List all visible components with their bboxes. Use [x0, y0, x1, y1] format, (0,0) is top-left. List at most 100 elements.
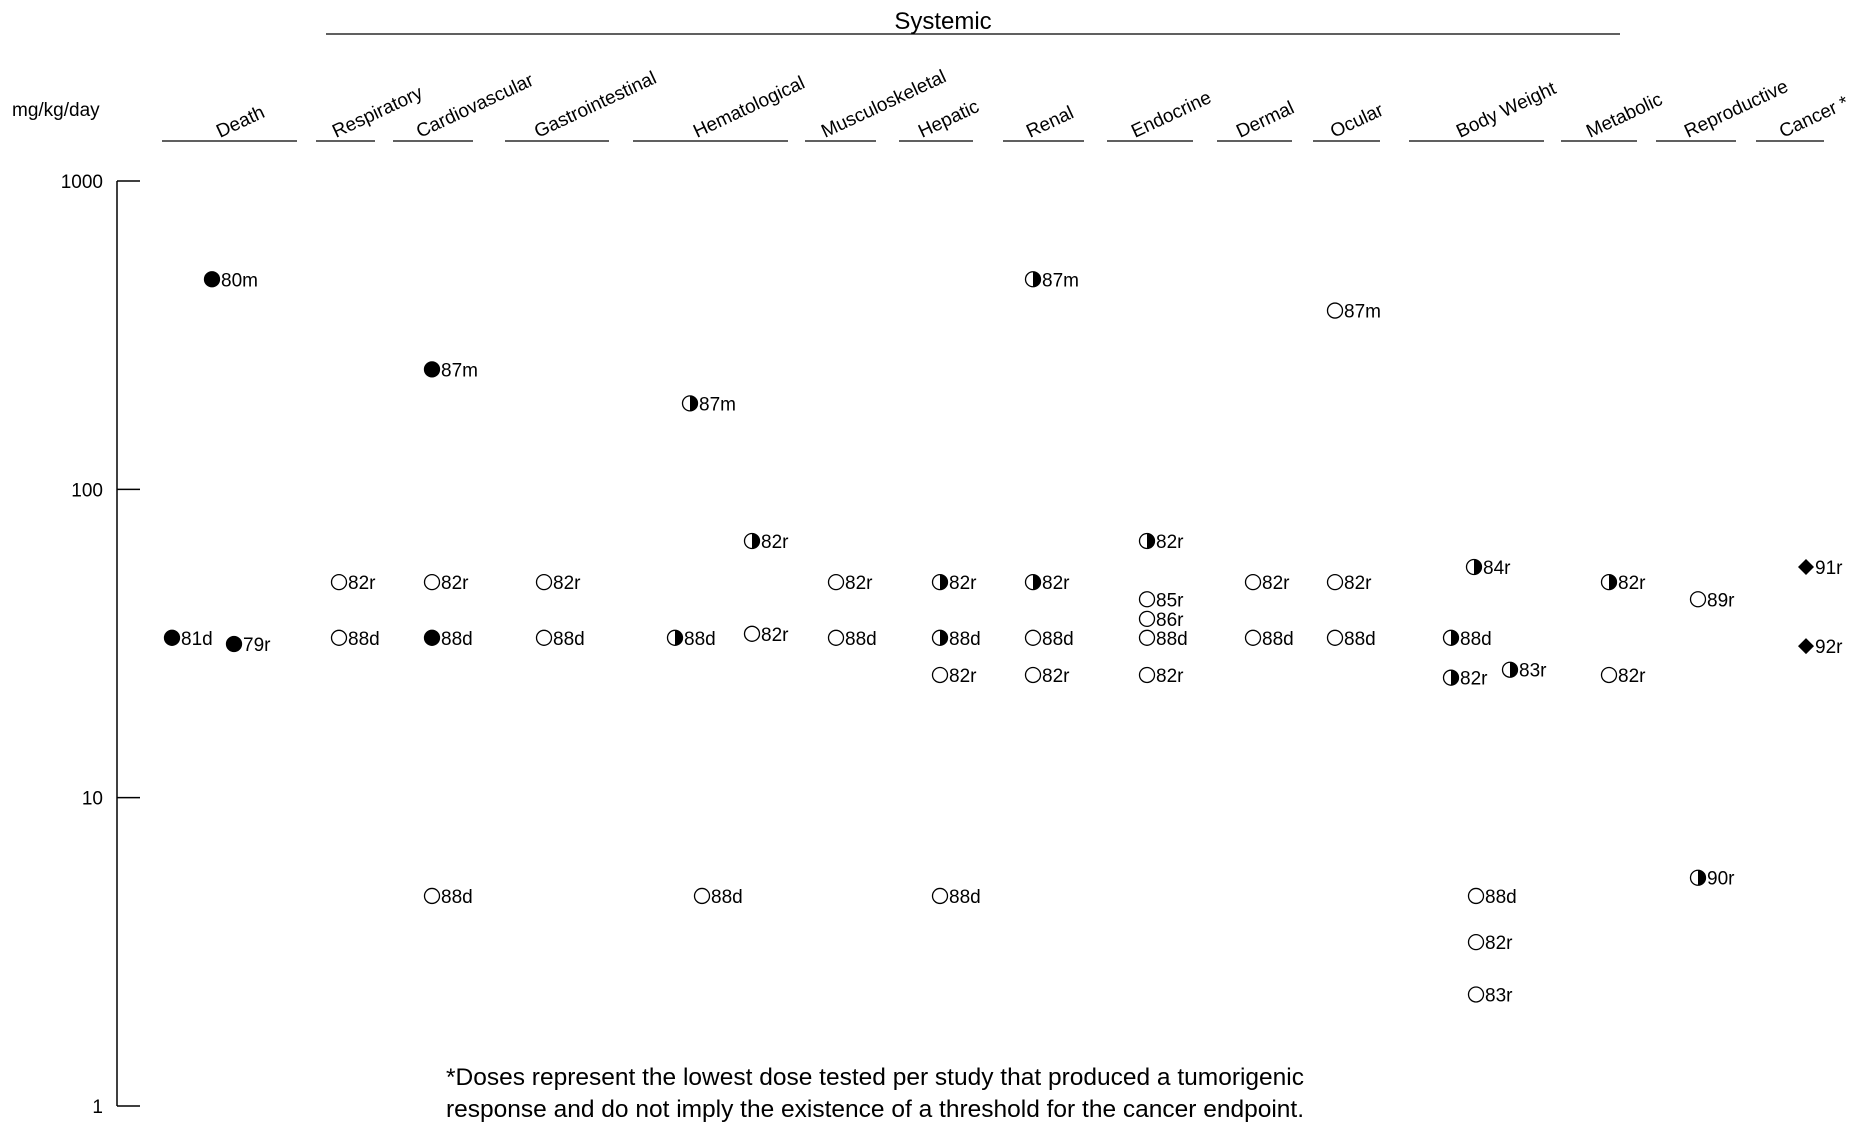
- data-point: 88d: [931, 887, 981, 908]
- point-label: 87m: [1042, 270, 1079, 291]
- open-circle-marker: [1326, 629, 1344, 646]
- data-point: 82r: [1024, 573, 1070, 594]
- category-headers: Death RespiratoryCardiovascularGastrointe…: [162, 8, 1853, 143]
- point-label: 85r: [1156, 590, 1184, 611]
- data-point: 80m: [203, 270, 258, 291]
- data-point: 82r: [1600, 573, 1646, 594]
- half-fill: [1451, 630, 1459, 646]
- data-point: 82r: [1024, 666, 1070, 687]
- open-circle-marker: [827, 629, 845, 646]
- open-circle-marker: [330, 574, 348, 591]
- category-label: Endocrine: [1128, 87, 1214, 142]
- data-point: 82r: [1442, 669, 1488, 690]
- half-fill: [1033, 574, 1041, 590]
- y-axis-label: mg/kg/day: [12, 100, 100, 121]
- category-label: Gastrointestinal: [531, 68, 660, 143]
- category-label: Hepatic: [915, 96, 982, 142]
- point-label: 82r: [1485, 933, 1513, 954]
- half-fill: [1609, 574, 1617, 590]
- open-circle-marker: [827, 574, 845, 591]
- half-fill: [752, 533, 760, 549]
- point-label: 82r: [1460, 669, 1488, 690]
- data-point: 82r: [1244, 573, 1290, 594]
- half-fill: [690, 395, 698, 411]
- footnote-line-1: *Doses represent the lowest dose tested …: [446, 1064, 1304, 1091]
- data-point: 79r: [225, 635, 271, 656]
- point-label: 79r: [243, 635, 271, 656]
- point-label: 88d: [553, 629, 585, 650]
- point-label: 82r: [761, 532, 789, 553]
- point-label: 82r: [1344, 573, 1372, 594]
- data-point: 86r: [1138, 610, 1184, 631]
- point-label: 92r: [1815, 637, 1843, 658]
- point-label: 82r: [1042, 573, 1070, 594]
- half-fill: [940, 630, 948, 646]
- category-label: Reproductive: [1681, 76, 1791, 142]
- open-circle-marker: [1326, 302, 1344, 319]
- point-label: 82r: [1262, 573, 1290, 594]
- point-label: 82r: [949, 573, 977, 594]
- point-label: 83r: [1485, 985, 1513, 1006]
- point-label: 82r: [348, 573, 376, 594]
- y-tick-label: 1: [92, 1097, 103, 1118]
- half-fill: [1698, 870, 1706, 886]
- point-label: 88d: [684, 629, 716, 650]
- point-label: 87m: [699, 394, 736, 415]
- half-fill: [675, 630, 683, 646]
- open-circle-marker: [535, 574, 553, 591]
- point-label: 89r: [1707, 590, 1735, 611]
- point-label: 88d: [949, 629, 981, 650]
- data-point: 84r: [1465, 558, 1511, 579]
- category-label: Renal: [1023, 103, 1077, 143]
- category-label: Hematological: [690, 73, 808, 143]
- point-label: 88d: [1262, 629, 1294, 650]
- point-label: 88d: [441, 629, 473, 650]
- y-tick-label: 100: [71, 480, 103, 501]
- point-label: 88d: [711, 887, 743, 908]
- category-label: Body Weight: [1453, 78, 1560, 143]
- open-circle-marker: [1024, 666, 1042, 684]
- data-point: 83r: [1467, 985, 1513, 1006]
- point-label: 88d: [1156, 629, 1188, 650]
- point-label: 90r: [1707, 869, 1735, 890]
- half-fill: [1451, 670, 1459, 686]
- point-label: 91r: [1815, 558, 1843, 579]
- half-fill: [1147, 533, 1155, 549]
- data-point: 88d: [423, 887, 473, 908]
- data-point: 88d: [931, 629, 981, 650]
- open-circle-marker: [1138, 629, 1156, 646]
- point-label: 87m: [441, 360, 478, 381]
- data-point: 82r: [931, 573, 977, 594]
- open-circle-marker: [931, 887, 949, 905]
- open-circle-marker: [1326, 574, 1344, 591]
- category-label: Dermal: [1233, 98, 1297, 143]
- point-label: 82r: [1156, 666, 1184, 687]
- open-circle-marker: [931, 666, 949, 684]
- data-point: 88d: [1244, 629, 1294, 650]
- point-label: 82r: [441, 573, 469, 594]
- data-point: 87m: [1024, 270, 1079, 291]
- data-point: 82r: [1326, 573, 1372, 594]
- data-point: 90r: [1689, 869, 1735, 890]
- data-point: 88d: [1024, 629, 1074, 650]
- category-label: Death: [213, 102, 268, 142]
- category-label: Respiratory: [329, 82, 426, 142]
- y-tick-label: 10: [82, 789, 103, 810]
- data-point: 81d: [163, 629, 213, 650]
- data-point: 88d: [827, 629, 877, 650]
- point-label: 88d: [1485, 887, 1517, 908]
- open-circle-marker: [535, 629, 553, 646]
- point-label: 88d: [845, 629, 877, 650]
- point-label: 82r: [553, 573, 581, 594]
- data-point: 88d: [1326, 629, 1376, 650]
- footnote: *Doses represent the lowest dose tested …: [446, 1062, 1446, 1126]
- data-point: 91r: [1798, 558, 1843, 579]
- diamond-marker: [1798, 558, 1814, 575]
- half-fill: [940, 574, 948, 590]
- point-label: 88d: [949, 887, 981, 908]
- data-point: 82r: [330, 573, 376, 594]
- open-circle-marker: [1138, 591, 1156, 608]
- filled-circle-marker: [203, 271, 221, 288]
- data-point: 88d: [535, 629, 585, 650]
- open-circle-marker: [743, 625, 761, 642]
